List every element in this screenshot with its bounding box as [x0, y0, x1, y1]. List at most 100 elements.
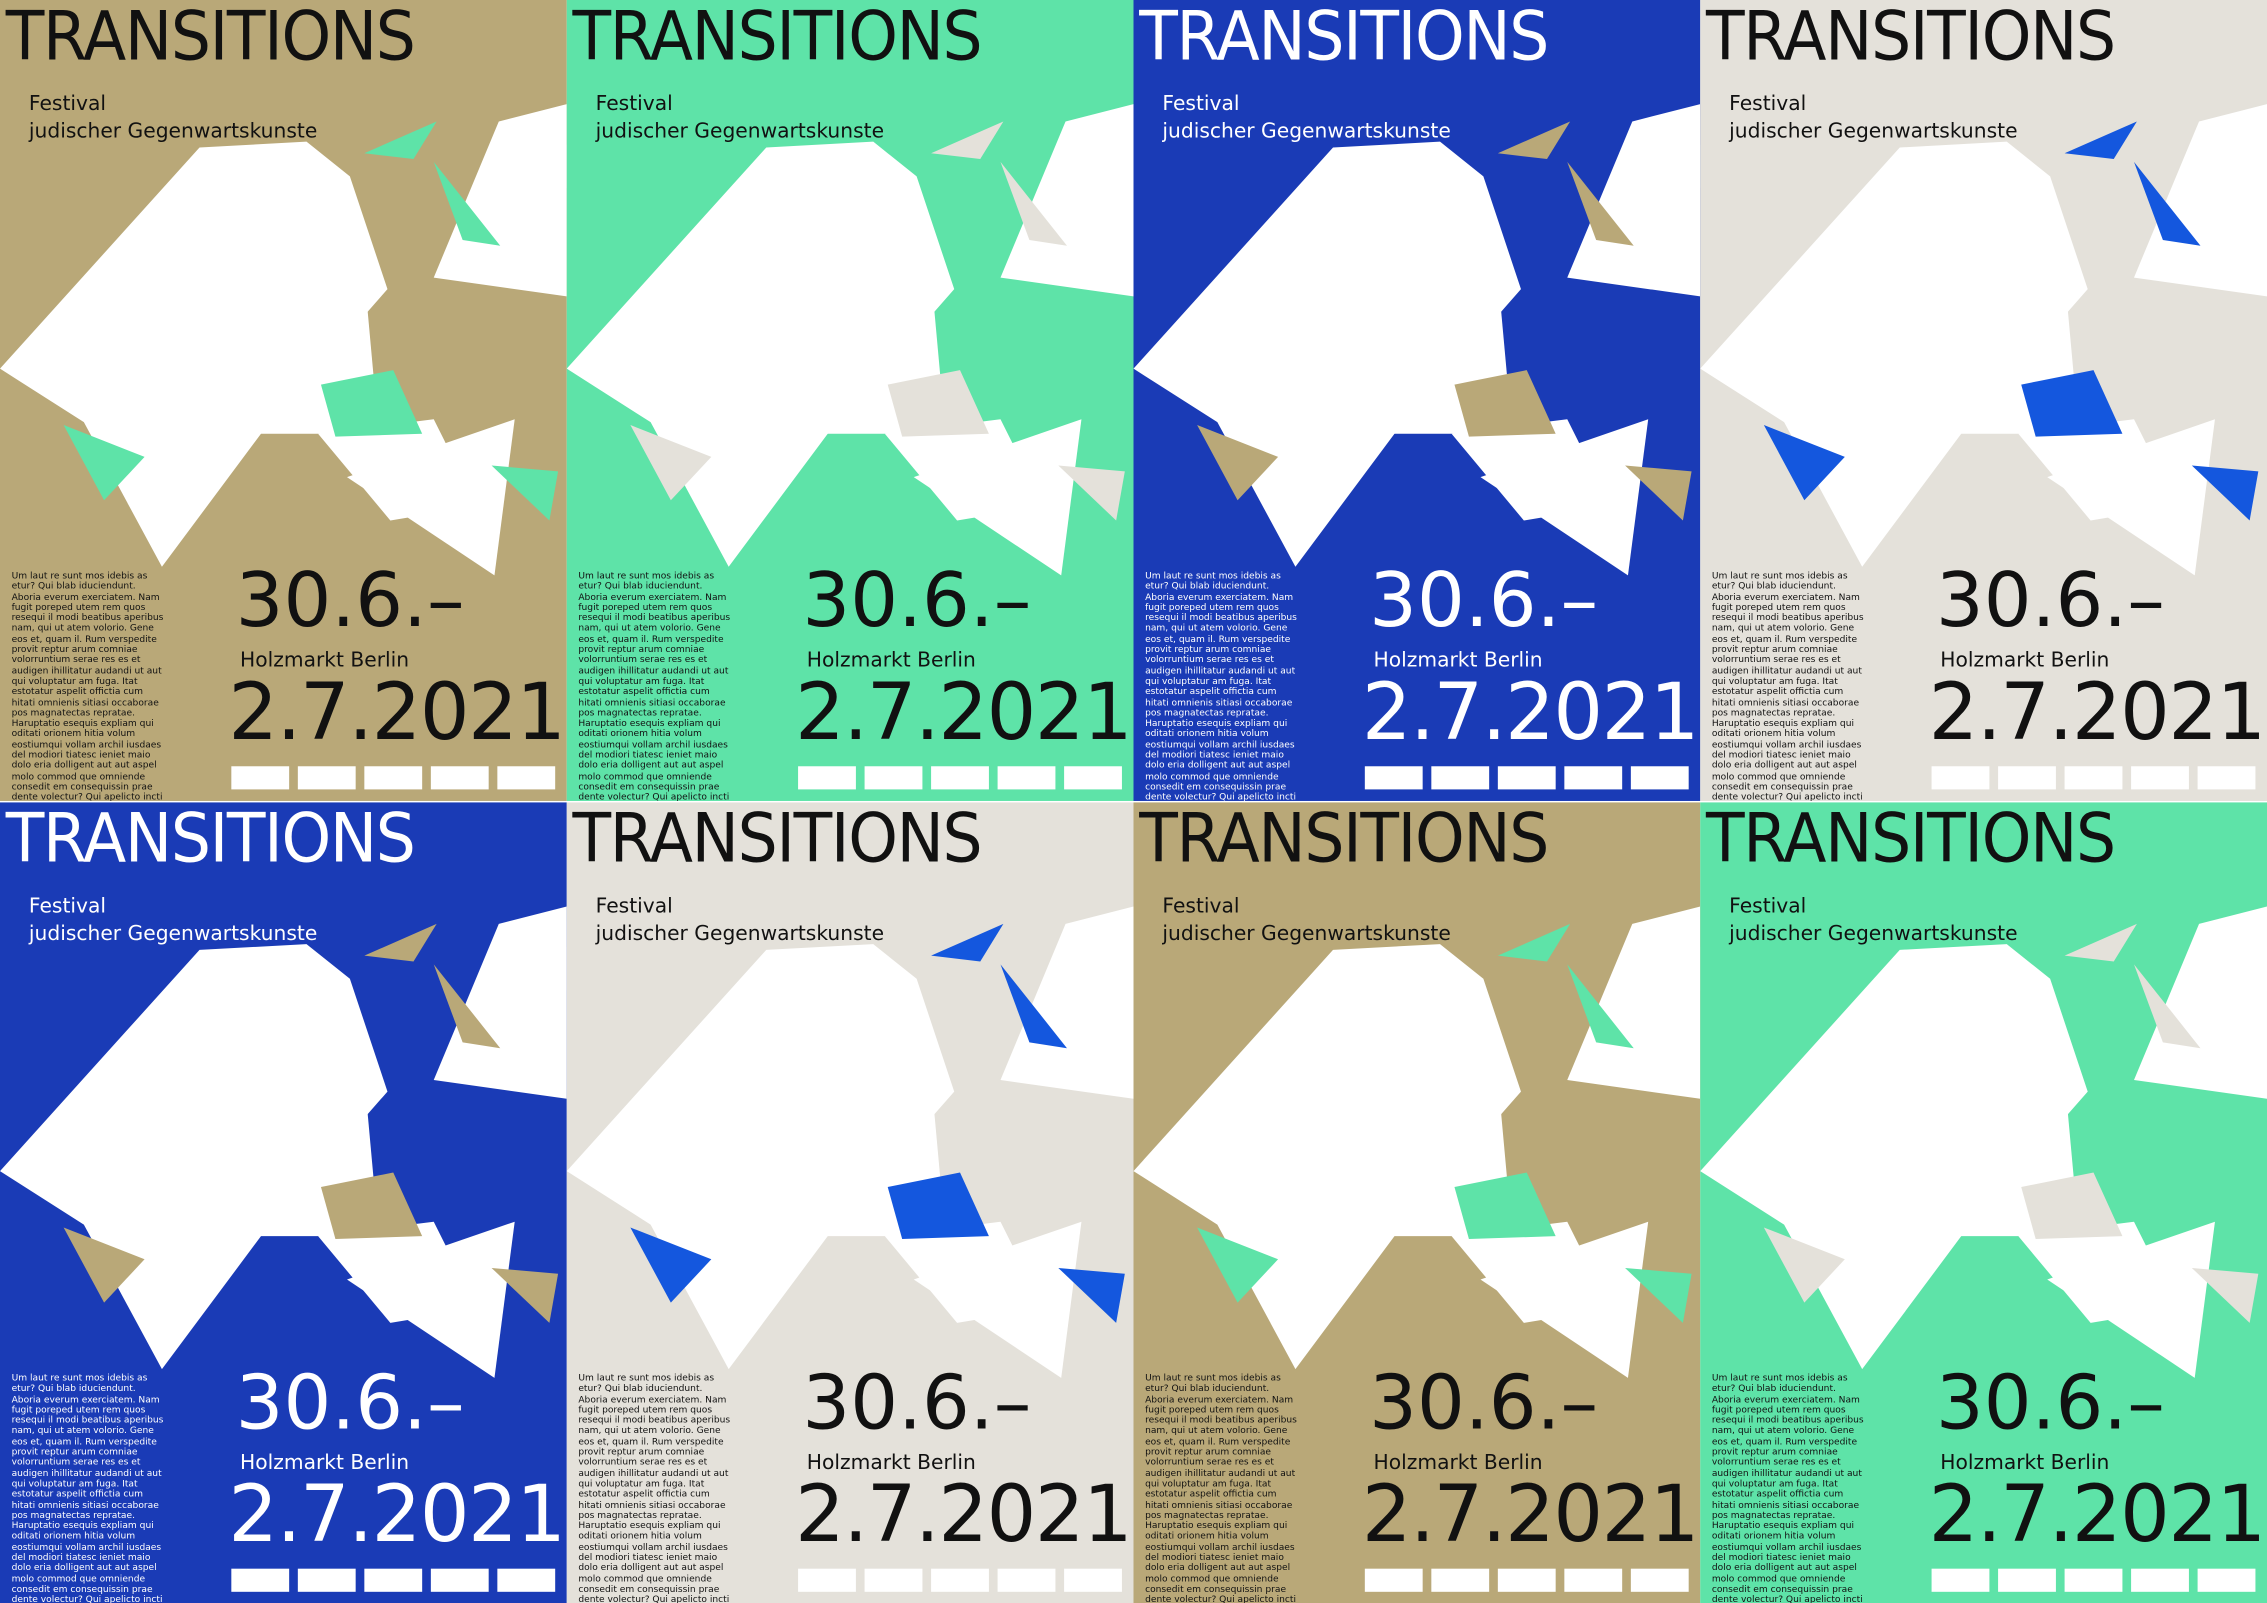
accent-shape	[887, 1172, 989, 1240]
poster: TRANSITIONS Festival judischer Gegenwartsk…	[566, 802, 1134, 1603]
poster-shapes	[1133, 104, 1701, 790]
ticket-block	[1998, 1568, 2056, 1592]
venue: Holzmarkt Berlin	[240, 1451, 410, 1475]
white-shape	[1804, 1045, 2080, 1237]
accent-shape	[1197, 1227, 1279, 1303]
accent-shape	[1625, 1267, 1692, 1323]
white-shape	[1237, 1045, 1513, 1237]
white-shape	[104, 242, 379, 434]
date-start: 30.6.–	[235, 1360, 465, 1448]
body: Um laut re sunt mos idebis as etur? Qui …	[11, 1373, 164, 1603]
ticket-block	[2197, 1568, 2256, 1592]
poster-shapes	[1700, 906, 2267, 1592]
accent-shape	[320, 1172, 423, 1240]
accent-shape	[1000, 161, 1067, 246]
accent-shape	[63, 425, 145, 501]
venue: Holzmarkt Berlin	[1940, 1451, 2110, 1475]
festival: Festival	[28, 92, 107, 116]
ticket-block	[2197, 766, 2256, 790]
accent-shape	[1497, 923, 1571, 962]
ticket-block	[1064, 1568, 1122, 1592]
accent-shape	[1567, 964, 1634, 1049]
accent-shape	[2021, 1172, 2123, 1240]
title: TRANSITIONS	[1706, 0, 2116, 77]
ticket-block	[1564, 1568, 1623, 1592]
poster: TRANSITIONS Festival judischer Gegenwartsk…	[1133, 802, 1701, 1603]
accent-shape	[364, 121, 437, 160]
poster: TRANSITIONS Festival judischer Gegenwartsk…	[1700, 802, 2267, 1603]
date-end: 2.7.2021	[1361, 666, 1700, 758]
ticket-block	[1364, 766, 1423, 790]
date-start: 30.6.–	[1935, 1360, 2165, 1448]
body: Um laut re sunt mos idebis as etur? Qui …	[578, 571, 731, 801]
date-end: 2.7.2021	[228, 666, 566, 758]
accent-shape	[1497, 121, 1571, 160]
white-shape	[1237, 242, 1513, 434]
white-shape	[2018, 1221, 2178, 1323]
white-shape	[670, 242, 946, 434]
ticket-block	[1364, 1568, 1423, 1592]
white-shape	[1632, 122, 1701, 188]
ticket-block	[231, 766, 290, 790]
white-shape	[2199, 925, 2267, 991]
venue: Holzmarkt Berlin	[806, 649, 976, 673]
white-shape	[498, 925, 567, 991]
poster: TRANSITIONS Festival judischer Gegenwartsk…	[1700, 0, 2267, 801]
white-shape	[318, 1221, 478, 1323]
white-shape	[884, 1221, 1044, 1323]
subtitle: judischer Gegenwartskunste	[595, 922, 885, 946]
poster: TRANSITIONS Festival judischer Gegenwartsk…	[1133, 0, 1701, 801]
white-shape	[498, 122, 567, 188]
ticket-block	[2131, 1568, 2189, 1592]
ticket-block	[497, 1568, 556, 1592]
date-end: 2.7.2021	[1361, 1468, 1700, 1561]
ticket-block	[931, 1568, 989, 1592]
accent-shape	[2191, 1267, 2259, 1323]
ticket-block	[997, 766, 1056, 790]
ticket-block	[1431, 1568, 1490, 1592]
title: TRANSITIONS	[1706, 802, 2116, 880]
body: Um laut re sunt mos idebis as etur? Qui …	[11, 571, 164, 801]
title: TRANSITIONS	[1139, 802, 1549, 880]
white-shape	[1065, 925, 1134, 991]
date-end: 2.7.2021	[228, 1468, 566, 1561]
body: Um laut re sunt mos idebis as etur? Qui …	[578, 1373, 731, 1603]
accent-shape	[1567, 161, 1634, 246]
ticket-block	[1431, 766, 1490, 790]
ticket-block	[1998, 766, 2056, 790]
date-start: 30.6.–	[1369, 1360, 1599, 1448]
white-shape	[1065, 122, 1134, 188]
accent-shape	[1197, 425, 1279, 501]
venue: Holzmarkt Berlin	[240, 649, 410, 673]
ticket-block	[297, 766, 356, 790]
ticket-block	[997, 1568, 1056, 1592]
accent-shape	[491, 1267, 559, 1323]
accent-shape	[364, 923, 437, 962]
festival: Festival	[28, 894, 107, 919]
ticket-block	[864, 766, 923, 790]
ticket-block	[297, 1568, 356, 1592]
accent-shape	[931, 923, 1004, 962]
accent-shape	[887, 370, 989, 437]
accent-shape	[1000, 964, 1067, 1049]
poster-shapes	[566, 906, 1134, 1592]
accent-shape	[320, 370, 423, 437]
date-start: 30.6.–	[235, 558, 465, 645]
body: Um laut re sunt mos idebis as etur? Qui …	[1145, 571, 1297, 801]
poster: TRANSITIONS Festival judischer Gegenwartsk…	[0, 802, 567, 1603]
body: Um laut re sunt mos idebis as etur? Qui …	[1711, 571, 1864, 801]
festival: Festival	[1162, 894, 1240, 919]
festival: Festival	[1729, 894, 1807, 919]
subtitle: judischer Gegenwartskunste	[28, 120, 318, 144]
accent-shape	[2021, 370, 2123, 437]
venue: Holzmarkt Berlin	[806, 1451, 976, 1475]
subtitle: judischer Gegenwartskunste	[28, 922, 318, 946]
date-end: 2.7.2021	[795, 666, 1133, 758]
date-end: 2.7.2021	[795, 1468, 1133, 1561]
subtitle: judischer Gegenwartskunste	[595, 120, 885, 144]
ticket-block	[1497, 766, 1556, 790]
poster-shapes	[1133, 906, 1701, 1592]
ticket-block	[798, 1568, 856, 1592]
white-shape	[1632, 925, 1701, 991]
ticket-block	[931, 766, 989, 790]
